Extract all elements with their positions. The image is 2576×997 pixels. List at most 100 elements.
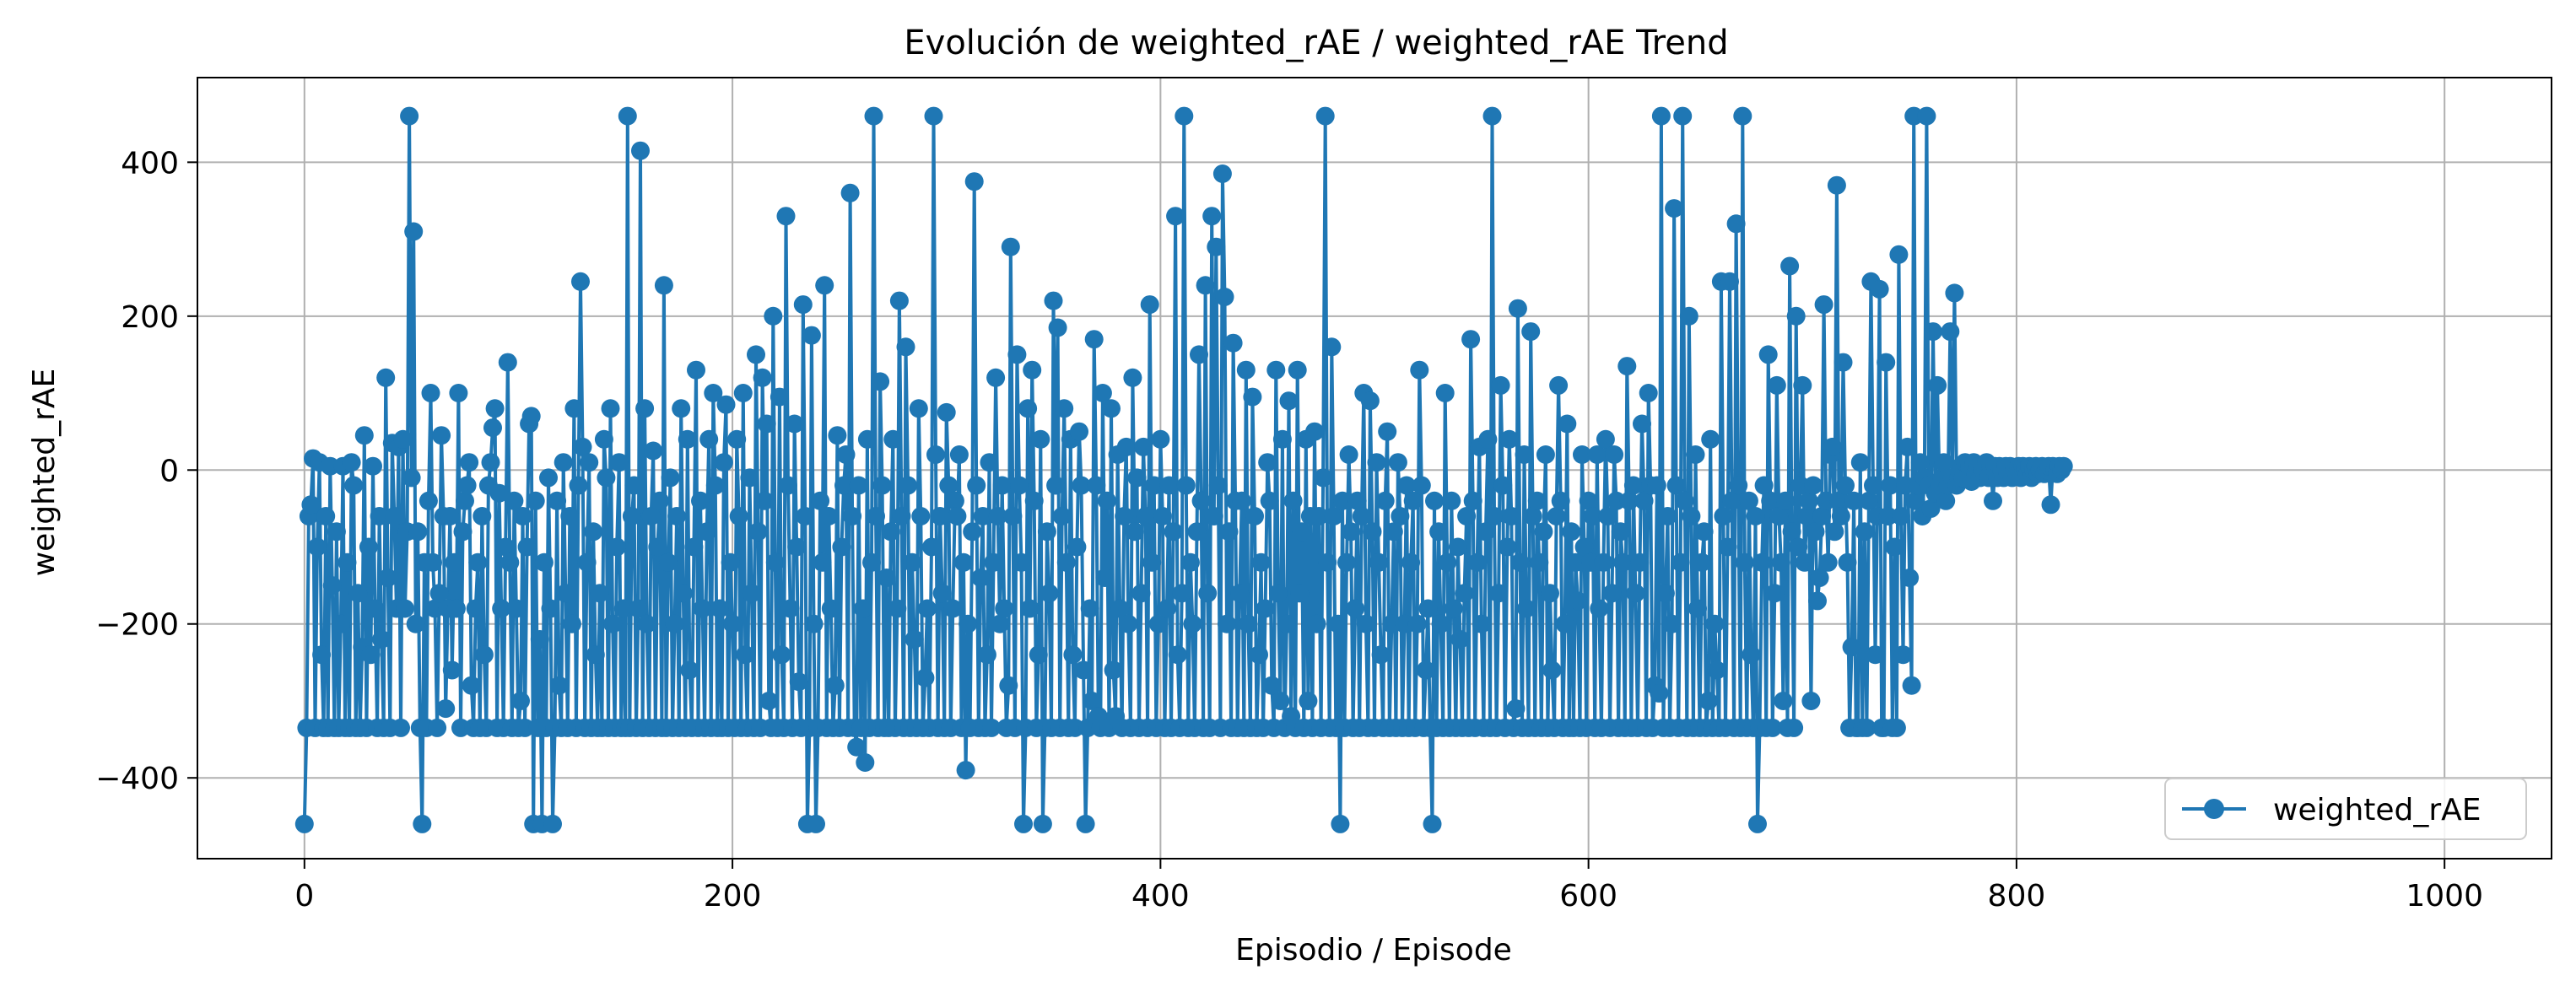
data-point xyxy=(609,453,629,472)
data-point xyxy=(967,476,986,495)
data-point xyxy=(1119,614,1138,633)
data-point xyxy=(1151,429,1170,449)
data-point xyxy=(1140,295,1159,315)
data-point xyxy=(704,384,723,402)
data-point xyxy=(1288,360,1307,380)
data-point xyxy=(915,668,935,687)
data-point xyxy=(1012,552,1031,572)
data-point xyxy=(425,599,445,618)
data-point xyxy=(1639,384,1658,402)
data-point xyxy=(348,584,368,603)
data-point xyxy=(667,507,687,525)
data-point xyxy=(877,569,896,587)
data-point xyxy=(896,337,915,357)
data-point xyxy=(385,507,404,525)
data-point xyxy=(1763,718,1782,737)
data-point xyxy=(1489,584,1509,603)
data-point xyxy=(1729,476,1748,495)
data-point xyxy=(1859,491,1878,510)
data-point xyxy=(1877,353,1896,372)
data-point xyxy=(1596,429,1615,449)
data-point xyxy=(740,468,759,488)
data-point xyxy=(1771,552,1790,572)
legend-label: weighted_rAE xyxy=(2273,793,2481,827)
data-point xyxy=(1018,399,1038,418)
data-point xyxy=(408,522,428,542)
data-point xyxy=(1232,491,1251,510)
data-point xyxy=(971,569,991,587)
data-point xyxy=(748,522,768,542)
data-point xyxy=(825,676,845,695)
data-point xyxy=(1617,357,1637,376)
data-point xyxy=(1921,498,1941,518)
data-point xyxy=(1187,522,1207,542)
chart-title: Evolución de weighted_rAE / weighted_rAE… xyxy=(904,24,1728,62)
data-point xyxy=(710,599,729,618)
data-point xyxy=(1046,476,1066,495)
data-point xyxy=(1305,422,1324,441)
data-point xyxy=(1131,584,1151,603)
data-point xyxy=(1889,245,1909,264)
data-point xyxy=(924,106,943,126)
data-point xyxy=(1360,391,1380,411)
data-point xyxy=(506,599,526,618)
data-point xyxy=(322,576,342,596)
data-point xyxy=(1423,814,1442,833)
data-point xyxy=(603,614,623,633)
data-point xyxy=(1705,614,1725,633)
data-point xyxy=(1726,214,1746,234)
data-point xyxy=(881,522,900,542)
legend: weighted_rAE xyxy=(2164,778,2527,840)
data-point xyxy=(992,476,1012,495)
data-point xyxy=(819,507,839,525)
data-point xyxy=(1934,453,1953,472)
data-point xyxy=(931,507,950,525)
data-point xyxy=(580,453,599,472)
data-point xyxy=(1204,507,1223,525)
data-point xyxy=(1718,537,1737,557)
data-point xyxy=(569,476,588,495)
data-point xyxy=(1900,569,1920,587)
legend-marker-sample xyxy=(2204,799,2224,819)
data-point xyxy=(1136,507,1155,525)
data-point xyxy=(1102,399,1121,418)
data-point xyxy=(883,429,903,449)
data-point xyxy=(1491,375,1510,395)
data-point xyxy=(1083,692,1102,710)
data-point xyxy=(474,645,494,665)
data-point xyxy=(977,645,996,665)
data-point xyxy=(400,106,419,126)
data-point xyxy=(457,476,477,495)
data-point xyxy=(1735,552,1754,572)
data-point xyxy=(1375,491,1395,510)
data-point xyxy=(1870,279,1889,299)
data-point xyxy=(549,676,569,695)
data-point xyxy=(1191,491,1211,510)
data-point xyxy=(1346,599,1365,618)
data-point xyxy=(1682,507,1701,525)
data-point xyxy=(937,402,956,422)
data-point xyxy=(1342,522,1361,542)
data-point xyxy=(378,569,397,587)
data-point xyxy=(892,507,911,525)
data-point xyxy=(714,453,733,472)
data-point xyxy=(1087,476,1106,495)
data-point xyxy=(1804,476,1823,495)
data-point xyxy=(1310,507,1329,525)
data-point xyxy=(1701,429,1720,449)
data-point xyxy=(1790,476,1810,495)
data-point xyxy=(770,387,789,407)
data-point xyxy=(1499,429,1519,449)
data-point xyxy=(308,537,327,557)
data-point xyxy=(1367,453,1386,472)
data-point xyxy=(1776,491,1795,510)
data-point xyxy=(1602,584,1622,603)
data-point xyxy=(1558,414,1577,434)
data-point xyxy=(1307,614,1326,633)
data-point xyxy=(1857,718,1877,737)
data-point xyxy=(834,476,853,495)
data-point xyxy=(716,395,736,414)
data-point xyxy=(1031,429,1050,449)
data-point xyxy=(780,599,800,618)
data-point xyxy=(1936,491,1956,510)
